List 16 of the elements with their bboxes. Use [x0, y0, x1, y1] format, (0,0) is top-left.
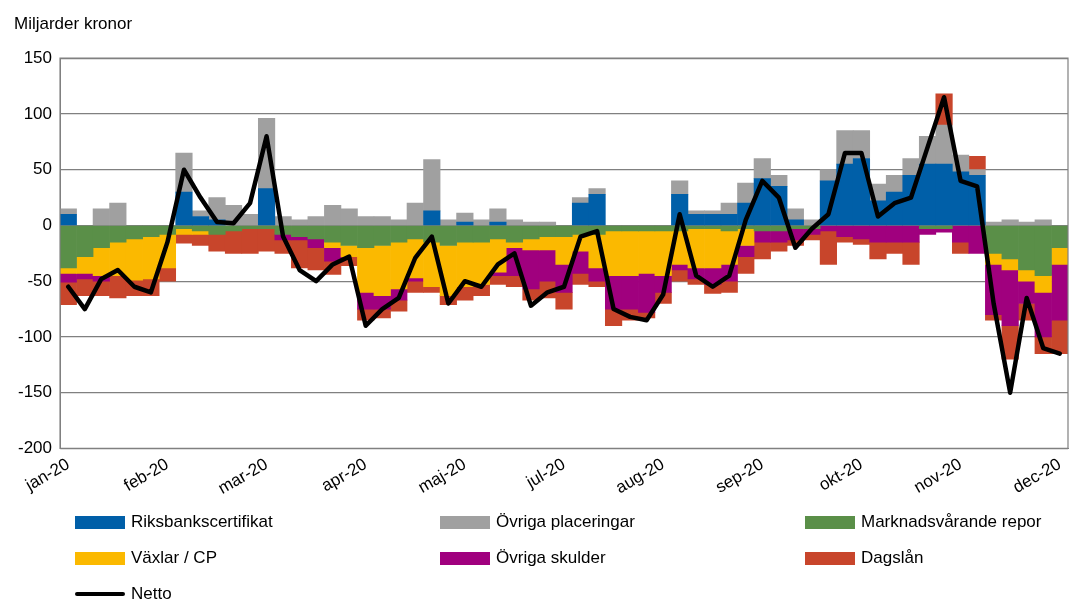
y-tick-label: 100: [23, 103, 53, 123]
y-tick-label: -50: [27, 270, 53, 290]
legend-label: Riksbankscertifikat: [131, 512, 273, 532]
legend-label: Dagslån: [861, 548, 924, 568]
y-axis-title: Miljarder kronor: [14, 14, 133, 34]
y-tick-label: 0: [42, 215, 53, 235]
y-tick-label: -150: [17, 382, 53, 402]
legend-label: Marknadsvårande repor: [861, 512, 1042, 532]
legend-label: Övriga placeringar: [496, 512, 635, 532]
y-tick-label: 150: [23, 47, 53, 67]
legend-label: Övriga skulder: [496, 548, 606, 568]
y-tick-label: -200: [17, 438, 53, 458]
legend-label: Netto: [131, 584, 172, 604]
y-tick-label: -100: [17, 326, 53, 346]
legend-label: Växlar / CP: [131, 548, 217, 568]
y-tick-label: 50: [33, 159, 53, 179]
